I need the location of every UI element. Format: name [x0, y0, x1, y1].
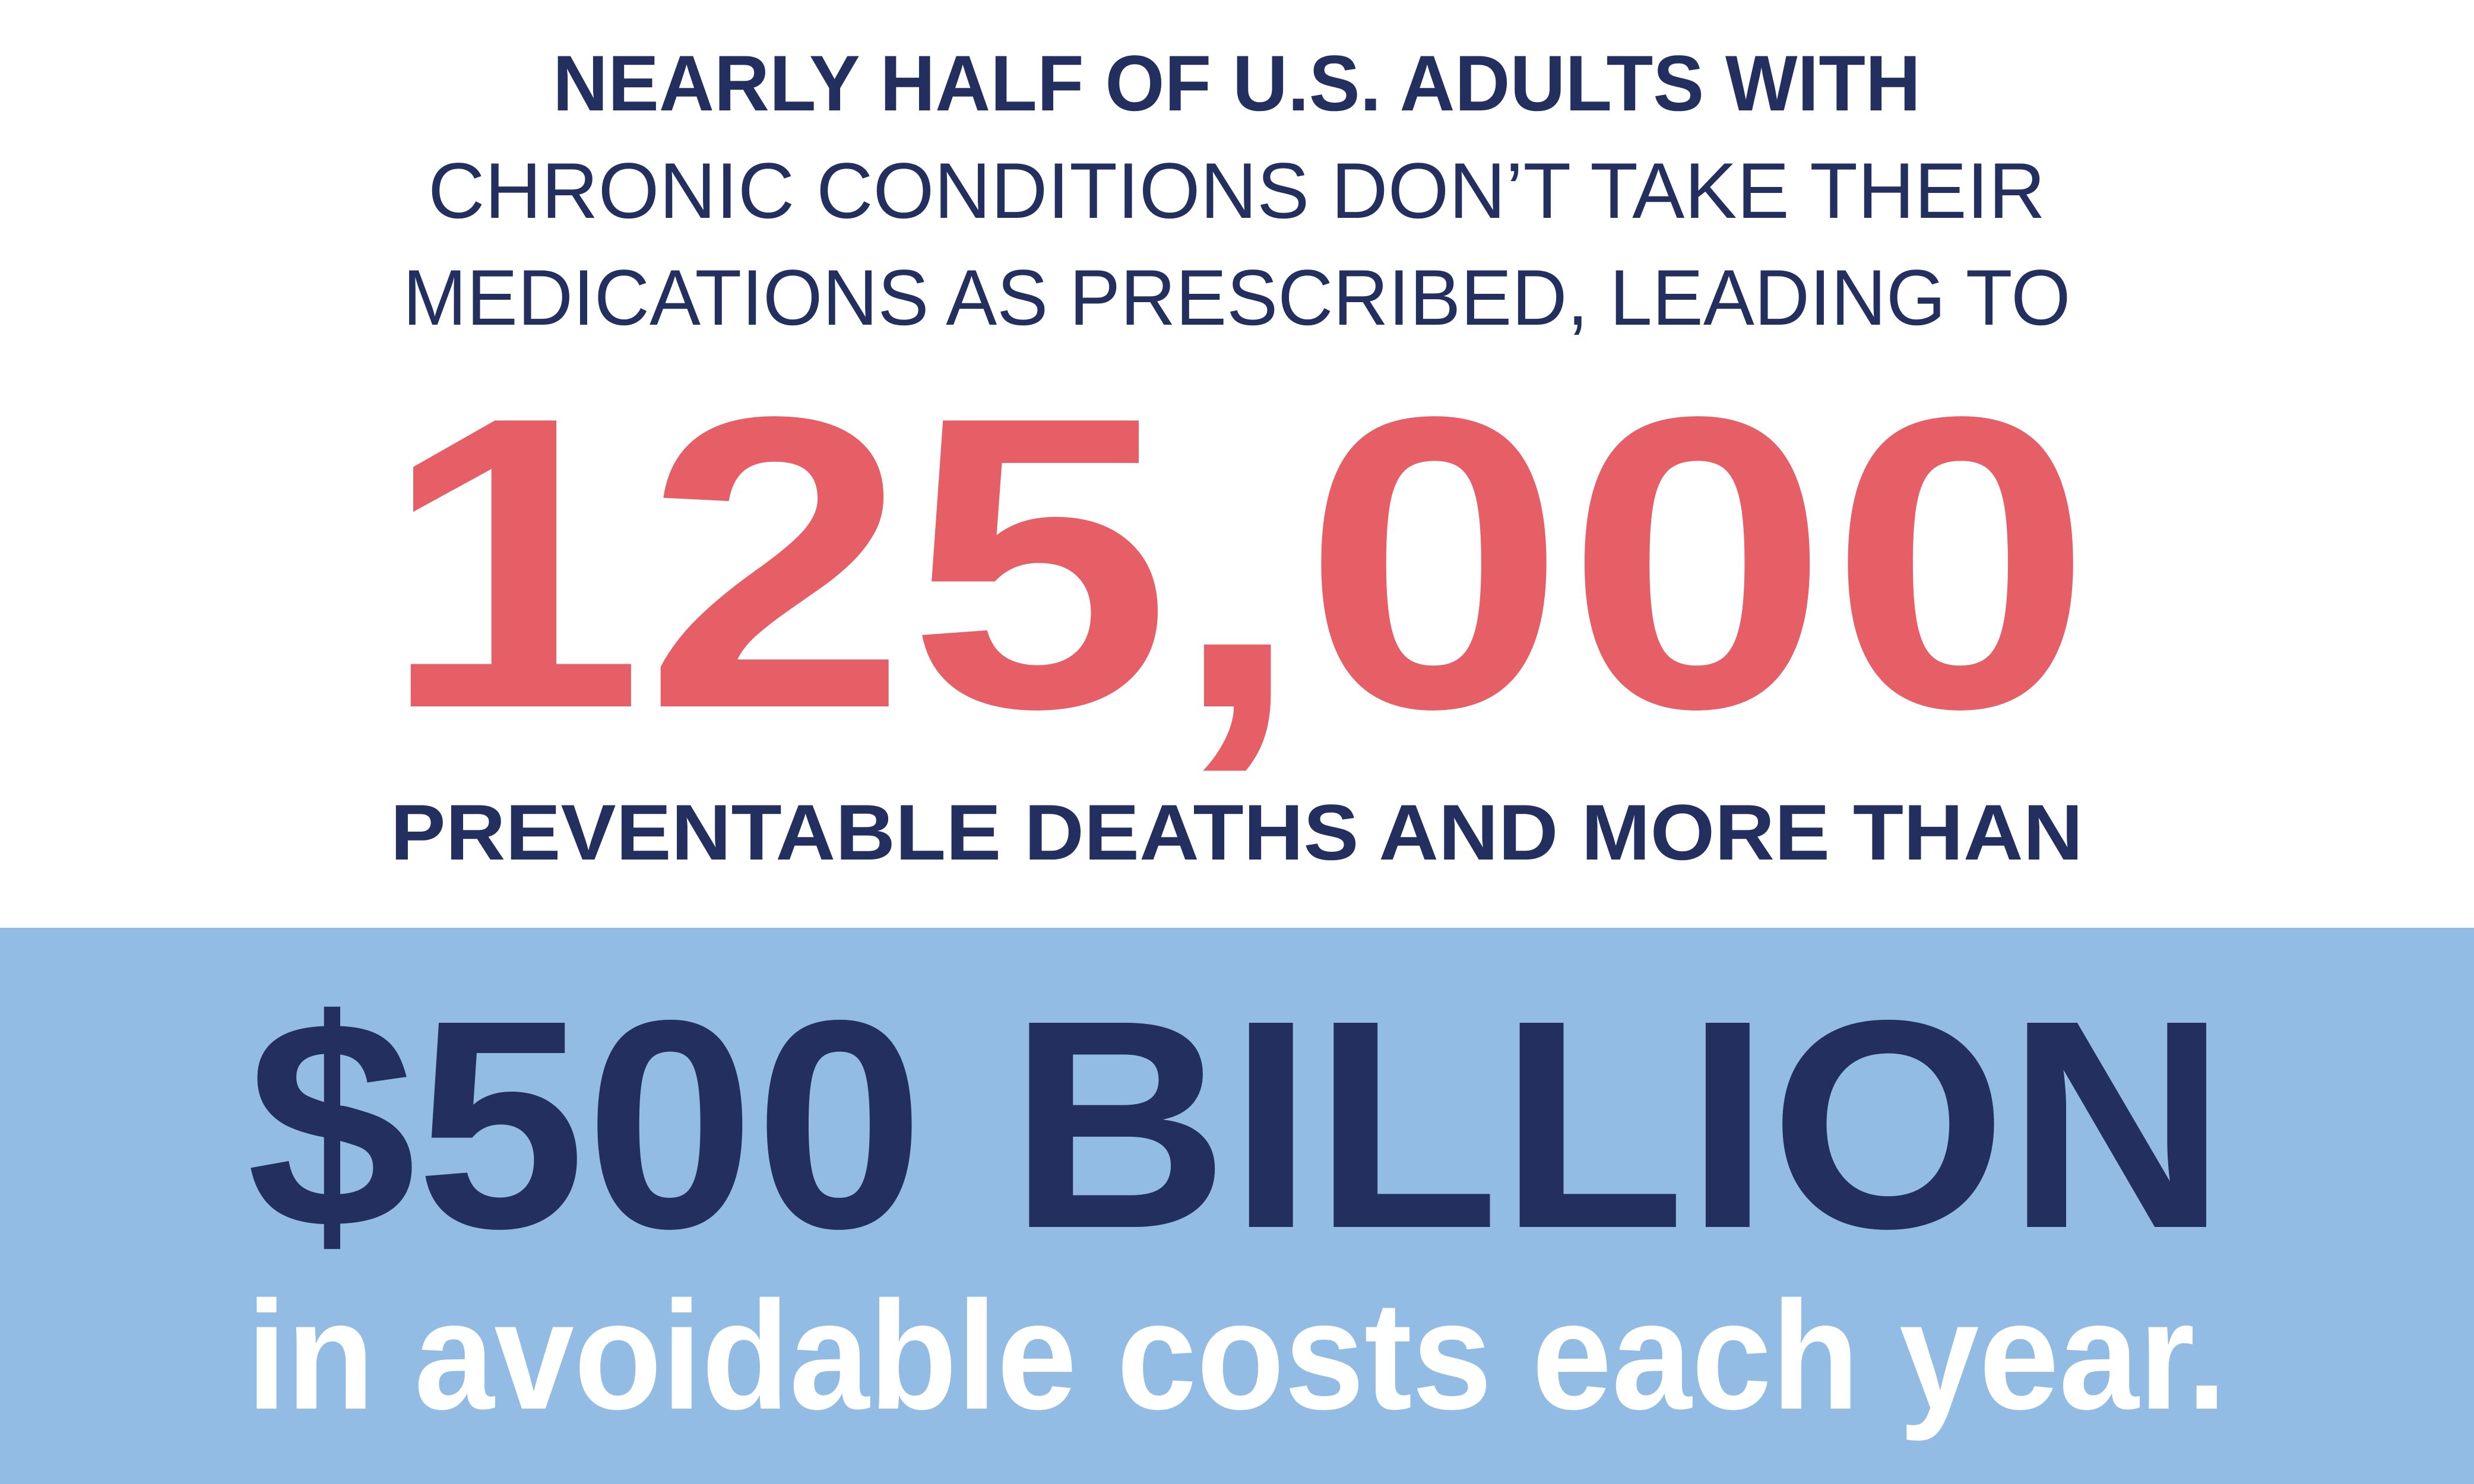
headline-line: NEARLY HALF OF U.S. ADULTS WITH — [553, 40, 1921, 128]
deaths-text: PREVENTABLE DEATHS AND MORE THAN — [391, 789, 2083, 877]
headline-line: CHRONIC CONDITIONS DON’T TAKE THEIR — [428, 147, 2045, 235]
cost-figure: $500 BILLION — [247, 958, 2227, 1290]
bottom-band — [0, 928, 2474, 1484]
top-panel — [0, 0, 2474, 928]
cost-text: in avoidable costs each year. — [247, 1270, 2227, 1442]
headline-line: MEDICATIONS AS PRESCRIBED, LEADING TO — [403, 254, 2071, 342]
deaths-figure: 125,000 — [381, 331, 2093, 795]
